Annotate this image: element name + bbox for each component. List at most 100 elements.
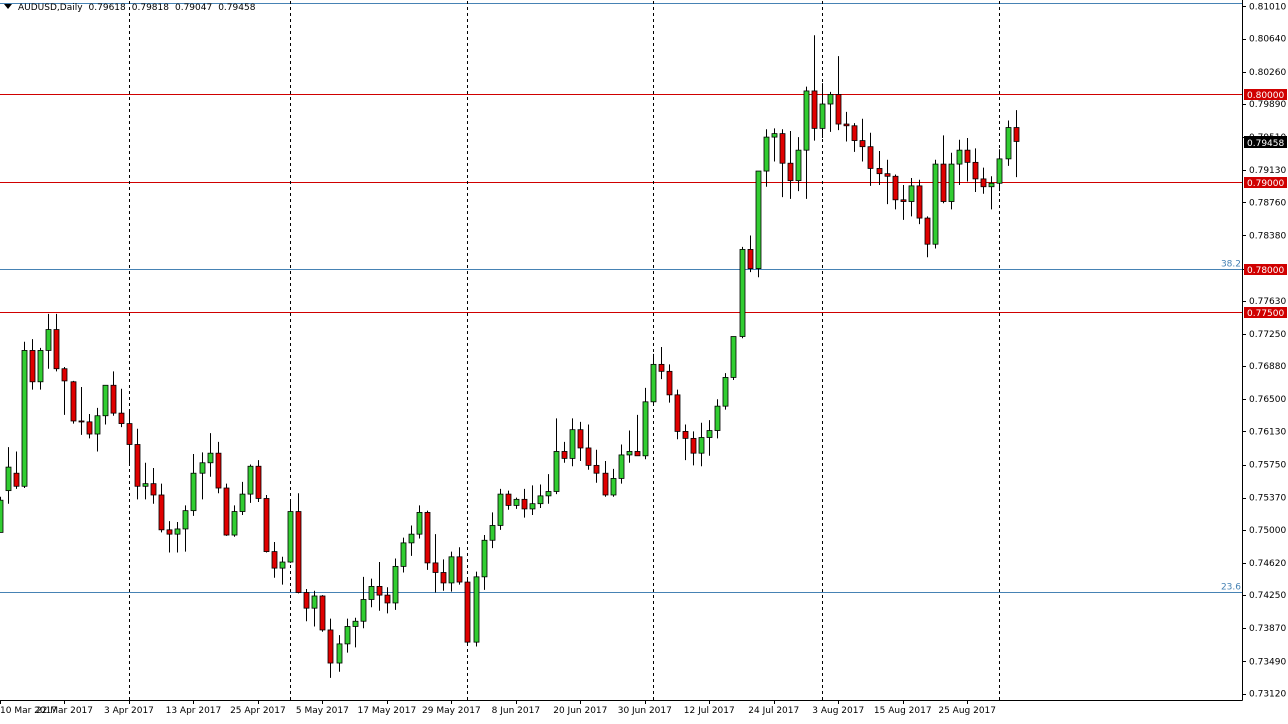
candle-body (118, 412, 125, 424)
candle (714, 399, 721, 439)
candle (150, 467, 157, 504)
candle-body (400, 542, 407, 567)
candle-body (376, 586, 383, 596)
candle-body (368, 586, 375, 600)
candle (295, 493, 302, 594)
candle (553, 418, 560, 495)
candle-body (94, 415, 101, 435)
ohlc-close: 0.79458 (218, 3, 256, 13)
chart-title: AUDUSD,Daily 0.79618 0.79818 0.79047 0.79458 (4, 3, 261, 13)
candle (988, 176, 995, 210)
candle-body (223, 487, 230, 536)
candle (851, 123, 858, 152)
candle-body (29, 350, 36, 383)
candle-body (690, 437, 697, 454)
candle-body (182, 510, 189, 530)
candle-body (360, 599, 367, 622)
candle (827, 91, 834, 132)
candle-body (215, 452, 222, 489)
candle (0, 496, 4, 533)
price-tick-label: 0.76880 (1249, 362, 1286, 372)
candle-body (747, 249, 754, 269)
fib-label: 38.2 (1221, 260, 1241, 270)
price-tick-label: 0.74250 (1249, 591, 1286, 601)
candle-body (827, 94, 834, 105)
dropdown-triangle-icon[interactable] (4, 4, 12, 9)
candle-body (336, 643, 343, 664)
candle (593, 449, 600, 483)
candle (37, 347, 44, 390)
candle (182, 505, 189, 552)
candle (843, 111, 850, 142)
candle-body (867, 146, 874, 169)
candle (755, 170, 762, 278)
candle-body (1005, 127, 1012, 160)
candle (747, 235, 754, 273)
candle-body (626, 451, 633, 456)
candle (360, 576, 367, 629)
candle-body (771, 133, 778, 138)
candle-body (1013, 127, 1020, 142)
fib-label: 23.6 (1221, 583, 1241, 593)
candle-body (440, 572, 447, 584)
candle (400, 537, 407, 573)
candle (86, 414, 93, 439)
candle (610, 468, 617, 497)
time-tick-label: 15 Aug 2017 (874, 706, 932, 716)
candle-body (239, 493, 246, 512)
candle-body (150, 483, 157, 496)
candle (263, 494, 270, 553)
candle (311, 590, 318, 627)
current-price-label: 0.79458 (1247, 139, 1284, 149)
level-price-label: 0.77500 (1247, 309, 1284, 319)
time-tick-label: 20 Jun 2017 (553, 706, 607, 716)
candle-body (207, 452, 214, 464)
candle-body (545, 491, 552, 497)
candle-body (126, 423, 133, 445)
candle-body (916, 185, 923, 219)
candle (698, 422, 705, 467)
candle-body (658, 363, 665, 372)
time-tick-label: 25 Aug 2017 (938, 706, 996, 716)
candle (956, 139, 963, 185)
candle (456, 547, 463, 585)
time-tick-label: 17 May 2017 (358, 706, 417, 716)
candle (706, 420, 713, 456)
candle (1013, 110, 1020, 178)
price-tick-label: 0.74620 (1249, 559, 1286, 569)
ohlc-low: 0.79047 (174, 3, 213, 13)
candle-body (577, 429, 584, 449)
time-tick-label: 3 Apr 2017 (104, 706, 154, 716)
candle (980, 167, 987, 194)
price-tick-label: 0.80640 (1249, 35, 1286, 45)
time-tick-label: 13 Apr 2017 (166, 706, 222, 716)
candle-body (5, 466, 12, 492)
candle-body (739, 249, 746, 337)
candle-body (319, 595, 326, 631)
candle-body (497, 493, 504, 526)
candle-body (142, 483, 149, 487)
candle-body (803, 90, 810, 151)
candle (279, 556, 286, 585)
candle-body (432, 562, 439, 573)
candle-body (593, 464, 600, 474)
time-tick-label: 29 May 2017 (422, 706, 481, 716)
candle (287, 500, 294, 563)
time-tick-label: 5 May 2017 (296, 706, 349, 716)
candle-body (295, 511, 302, 593)
candle (666, 364, 673, 403)
candle (867, 132, 874, 186)
candle (199, 452, 206, 500)
candle-body (384, 594, 391, 604)
candle-body (408, 533, 415, 544)
candle-body (263, 498, 270, 552)
time-tick-label: 12 Jul 2017 (684, 706, 735, 716)
candle (658, 346, 665, 380)
price-tick-label: 0.75750 (1249, 461, 1286, 471)
candle (110, 371, 117, 416)
candle (779, 129, 786, 198)
candle-body (464, 581, 471, 643)
level-price-tag (1244, 264, 1287, 275)
